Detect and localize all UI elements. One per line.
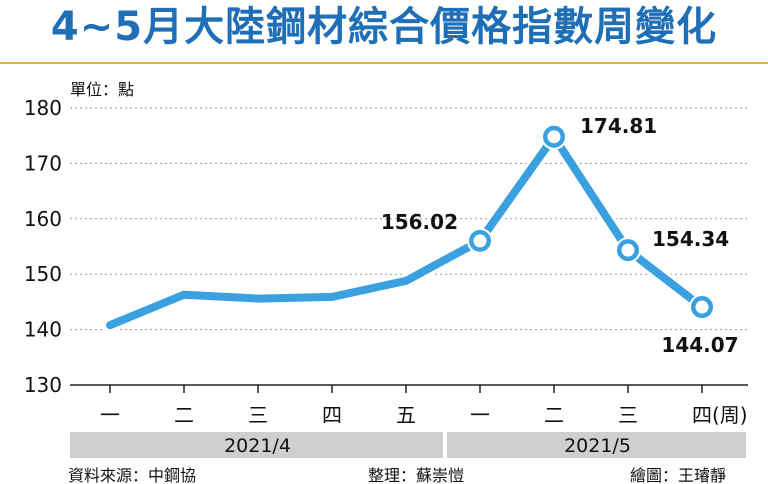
unit-label: 單位：點 xyxy=(70,80,135,99)
x-tick-label: 一 xyxy=(100,403,120,427)
x-tick-label: 三 xyxy=(248,403,268,427)
y-tick-label: 160 xyxy=(24,207,62,231)
data-label: 156.02 xyxy=(381,210,458,234)
illustrator-credit: 繪圖：王璿靜 xyxy=(630,466,727,484)
y-tick-label: 170 xyxy=(24,151,62,175)
data-label: 174.81 xyxy=(580,114,657,138)
x-tick-label: 三 xyxy=(618,403,638,427)
y-tick-label: 130 xyxy=(24,373,62,397)
title-divider xyxy=(0,62,768,64)
series-line xyxy=(106,132,706,330)
data-point-marker-center xyxy=(473,234,487,248)
x-tick-label: 四 xyxy=(322,403,342,427)
month-label: 2021/5 xyxy=(564,435,631,457)
line-chart: 130 140 150 160 170 180 一 二 三 四 五 一 二 三 四(周) 2021/4 2021… xyxy=(24,96,748,458)
x-tick-label: 一 xyxy=(470,403,490,427)
chart-title: 4~5月大陸鋼材綜合價格指數周變化 xyxy=(50,4,718,50)
footer: 資料來源：中鋼協 整理：蘇崇愷 繪圖：王璿靜 xyxy=(0,460,768,484)
month-label: 2021/4 xyxy=(224,435,291,457)
data-point-marker-center xyxy=(621,243,635,257)
y-tick-label: 150 xyxy=(24,262,62,286)
data-label: 144.07 xyxy=(661,333,738,357)
month-band xyxy=(70,432,443,458)
month-band xyxy=(447,432,746,458)
x-tick-label: 四(周) xyxy=(692,403,748,427)
y-tick-label: 140 xyxy=(24,318,62,342)
data-point-marker-center xyxy=(547,130,561,144)
x-tick-label: 五 xyxy=(396,403,416,427)
editor-credit: 整理：蘇崇愷 xyxy=(368,466,465,484)
source-credit: 資料來源：中鋼協 xyxy=(68,466,197,484)
data-point-marker-center xyxy=(695,300,709,314)
data-label: 154.34 xyxy=(652,227,729,251)
y-tick-label: 180 xyxy=(24,96,62,120)
x-tick-label: 二 xyxy=(544,403,564,427)
x-tick-label: 二 xyxy=(174,403,194,427)
